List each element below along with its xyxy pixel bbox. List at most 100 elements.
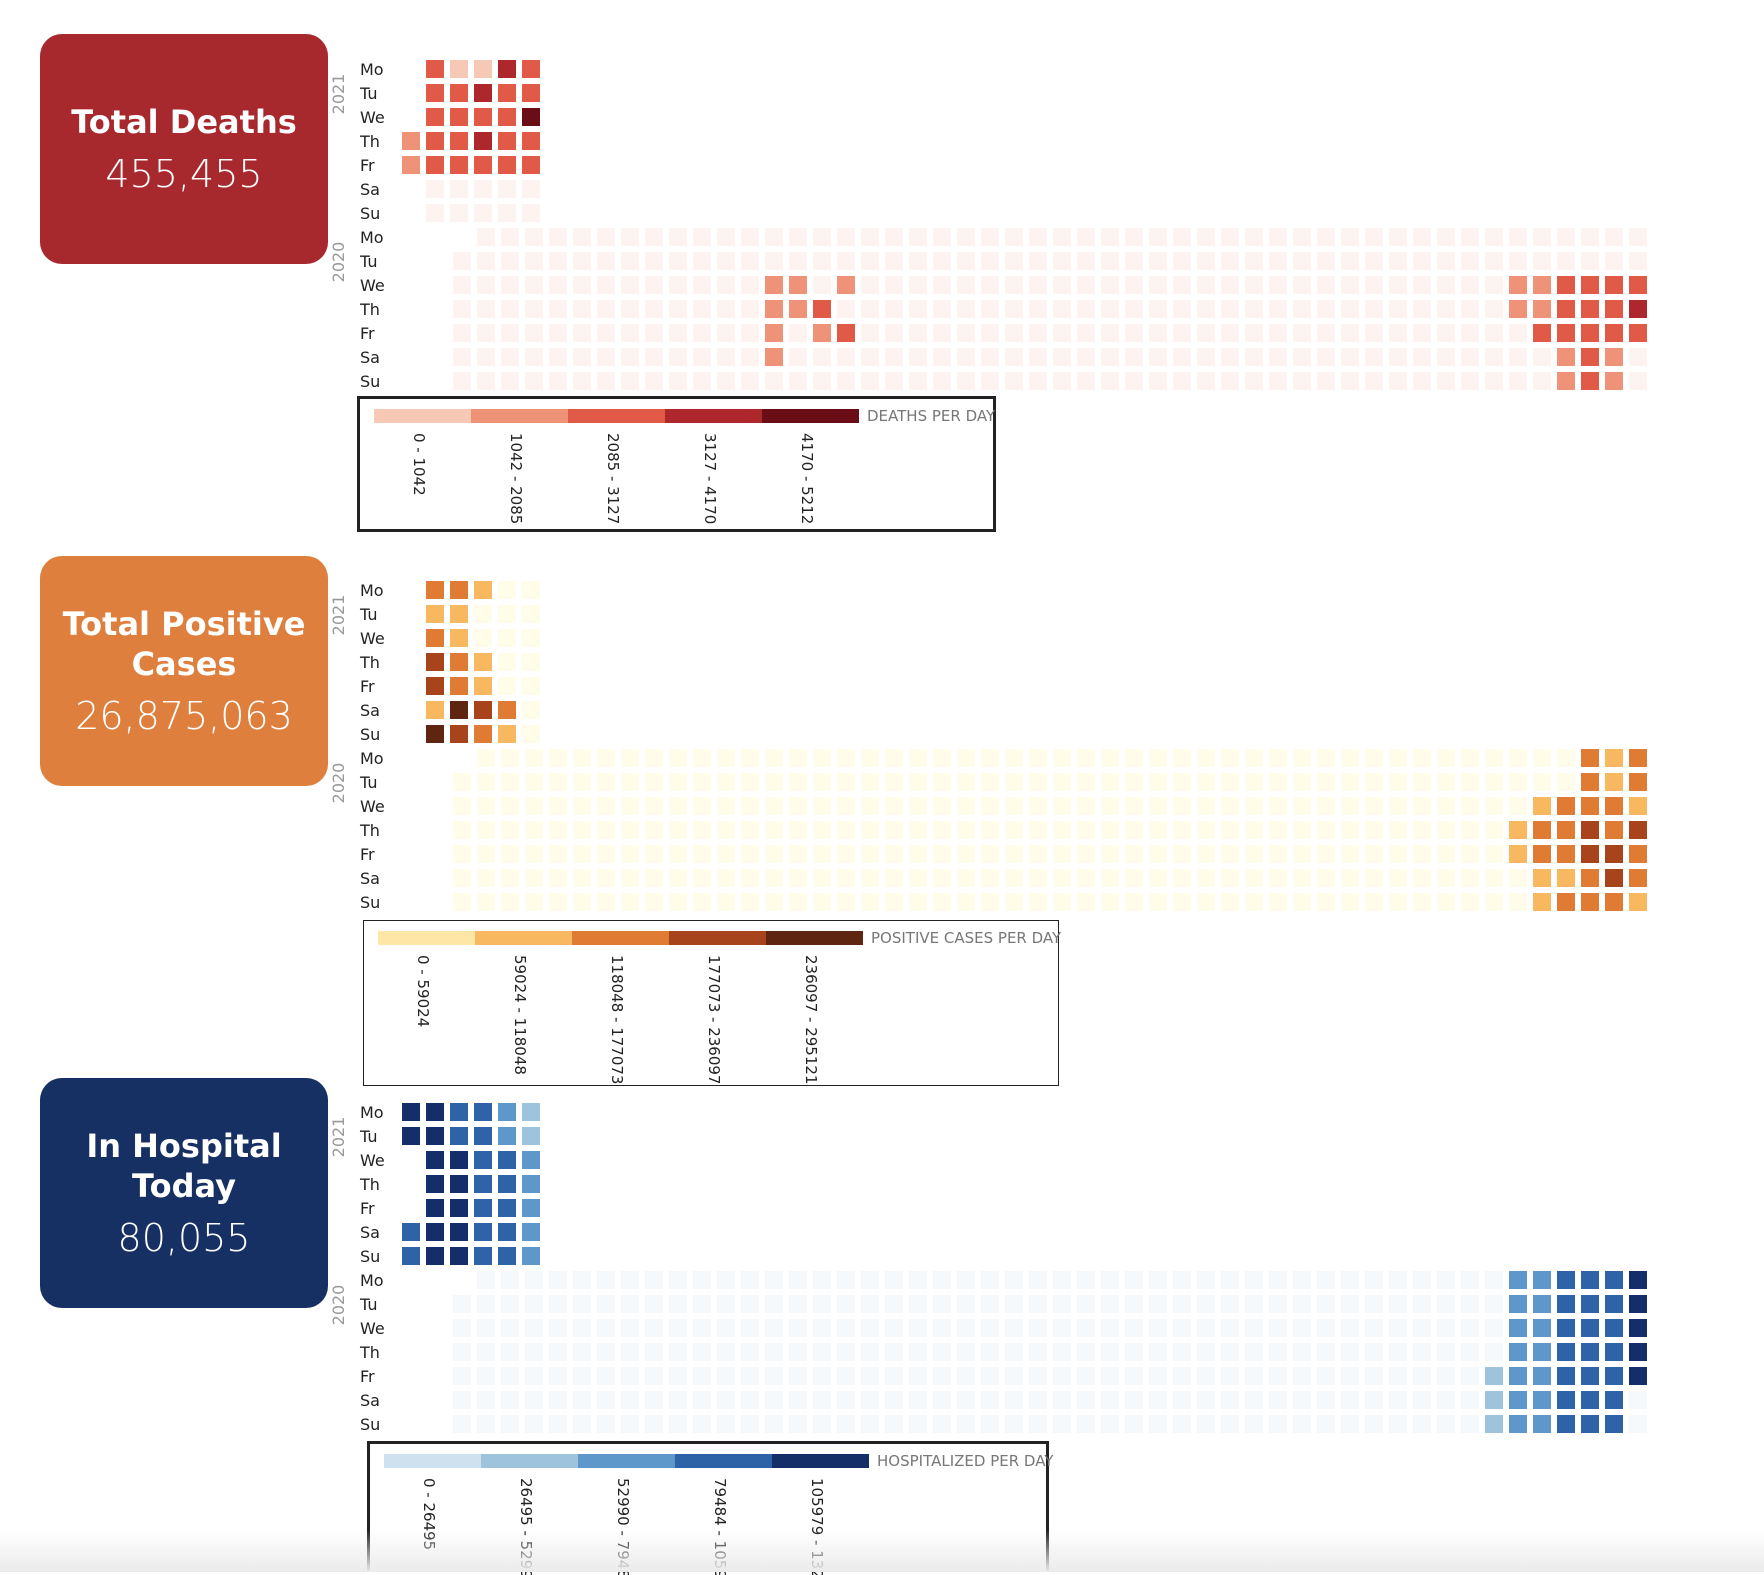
- heat-cell: [450, 653, 468, 671]
- heat-cell: [453, 893, 471, 911]
- heat-cell: [1245, 1319, 1263, 1337]
- heat-cell: [1509, 252, 1527, 270]
- heat-cell: [573, 749, 591, 767]
- heat-cell: [573, 228, 591, 246]
- heat-cell: [1005, 821, 1023, 839]
- heat-cell: [837, 773, 855, 791]
- heat-cell: [837, 1295, 855, 1313]
- heat-cell: [597, 821, 615, 839]
- heat-cell: [525, 797, 543, 815]
- heat-cell: [717, 749, 735, 767]
- legend-tick-label: 3127 - 4170: [701, 433, 719, 524]
- heat-cell: [1509, 749, 1527, 767]
- heat-cell: [573, 300, 591, 318]
- heat-cell: [1221, 228, 1239, 246]
- heat-cell: [1389, 324, 1407, 342]
- heat-cell: [861, 324, 879, 342]
- heat-cell: [1269, 869, 1287, 887]
- row-label-mo: Mo: [360, 1271, 384, 1290]
- heat-cell: [1053, 1343, 1071, 1361]
- heat-cell: [1197, 300, 1215, 318]
- heat-cell: [693, 845, 711, 863]
- heat-cell: [1077, 821, 1095, 839]
- heat-cell: [645, 893, 663, 911]
- legend-tick-label: 0 - 59024: [414, 955, 432, 1027]
- total-positive-cases-title: Total Positive Cases: [62, 605, 306, 683]
- heat-cell: [957, 1295, 975, 1313]
- heat-cell: [1293, 1391, 1311, 1409]
- heat-cell: [1197, 797, 1215, 815]
- heat-cell: [1437, 1319, 1455, 1337]
- heat-cell: [1365, 252, 1383, 270]
- heat-cell: [1581, 348, 1599, 366]
- heat-cell: [1365, 372, 1383, 390]
- heat-cell: [621, 372, 639, 390]
- heat-cell: [1029, 749, 1047, 767]
- heat-cell: [501, 893, 519, 911]
- heat-cell: [1629, 1367, 1647, 1385]
- row-label-th: Th: [359, 1175, 380, 1194]
- heat-cell: [1101, 773, 1119, 791]
- heat-cell: [477, 1391, 495, 1409]
- heat-cell: [498, 1247, 516, 1265]
- heat-cell: [885, 228, 903, 246]
- heat-cell: [885, 372, 903, 390]
- heat-cell: [1149, 845, 1167, 863]
- heat-cell: [1389, 797, 1407, 815]
- heat-cell: [477, 1295, 495, 1313]
- heat-cell: [597, 348, 615, 366]
- heat-cell: [1461, 372, 1479, 390]
- heat-cell: [426, 653, 444, 671]
- heat-cell: [981, 821, 999, 839]
- heat-cell: [1461, 276, 1479, 294]
- heat-cell: [861, 1391, 879, 1409]
- heat-cell: [1509, 324, 1527, 342]
- heat-cell: [885, 1367, 903, 1385]
- heat-cell: [522, 108, 540, 126]
- heat-cell: [1293, 1367, 1311, 1385]
- heat-cell: [402, 132, 420, 150]
- heat-cell: [1485, 869, 1503, 887]
- heat-cell: [813, 1367, 831, 1385]
- heat-cell: [1077, 845, 1095, 863]
- heat-cell: [1173, 372, 1191, 390]
- heat-cell: [669, 1271, 687, 1289]
- heat-cell: [861, 252, 879, 270]
- heat-cell: [621, 1343, 639, 1361]
- heat-cell: [1437, 1415, 1455, 1433]
- heat-cell: [474, 1247, 492, 1265]
- heat-cell: [813, 821, 831, 839]
- heat-cell: [693, 228, 711, 246]
- heat-cell: [813, 773, 831, 791]
- heat-cell: [549, 845, 567, 863]
- heat-cell: [1005, 300, 1023, 318]
- heat-cell: [1029, 348, 1047, 366]
- heat-cell: [1197, 869, 1215, 887]
- heat-cell: [645, 300, 663, 318]
- heat-cell: [453, 1319, 471, 1337]
- heat-cell: [981, 324, 999, 342]
- heat-cell: [1509, 893, 1527, 911]
- heat-cell: [741, 252, 759, 270]
- heat-cell: [498, 725, 516, 743]
- heat-cell: [426, 629, 444, 647]
- heat-cell: [1029, 821, 1047, 839]
- heat-cell: [426, 701, 444, 719]
- heat-cell: [837, 893, 855, 911]
- heat-cell: [477, 324, 495, 342]
- heat-cell: [549, 797, 567, 815]
- heat-cell: [450, 60, 468, 78]
- heat-cell: [1413, 773, 1431, 791]
- heat-cell: [933, 276, 951, 294]
- heat-cell: [1101, 821, 1119, 839]
- heat-cell: [573, 348, 591, 366]
- heat-cell: [1437, 773, 1455, 791]
- heat-cell: [885, 348, 903, 366]
- heat-cell: [1149, 1295, 1167, 1313]
- heat-cell: [1293, 845, 1311, 863]
- heat-cell: [1005, 348, 1023, 366]
- heat-cell: [1437, 1271, 1455, 1289]
- heat-cell: [717, 797, 735, 815]
- row-label-su: Su: [360, 372, 380, 391]
- heat-cell: [597, 1367, 615, 1385]
